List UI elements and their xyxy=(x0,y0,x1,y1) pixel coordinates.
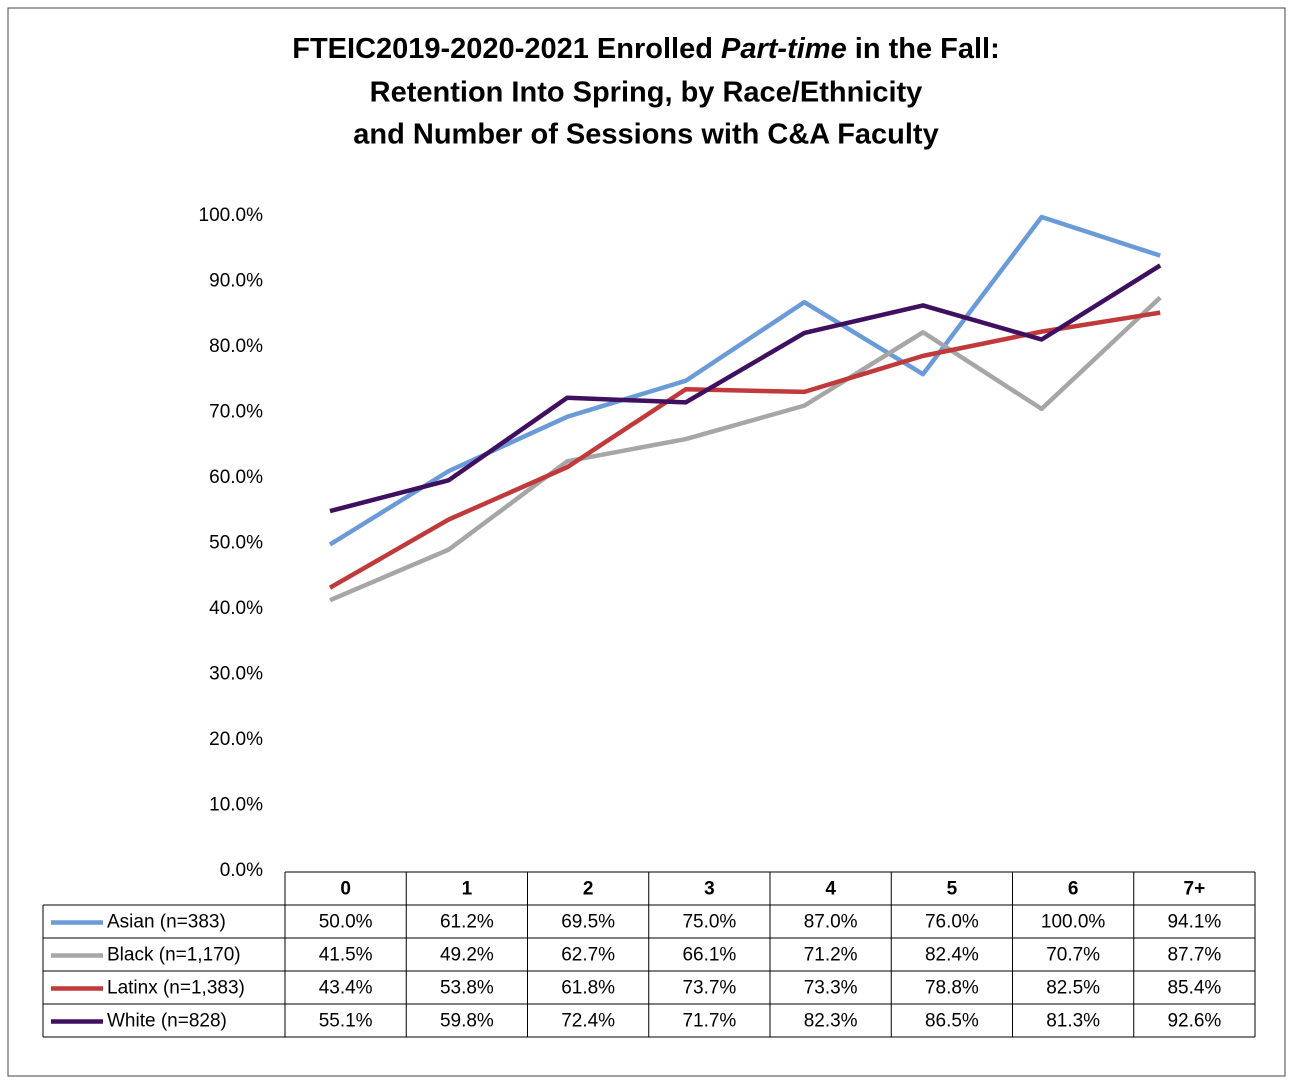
x-tick-label: 6 xyxy=(1068,879,1079,900)
data-label: 50.0% xyxy=(319,912,373,933)
data-label: 100.0% xyxy=(1041,912,1106,933)
data-label: 87.0% xyxy=(804,912,858,933)
legend-label: Asian (n=383) xyxy=(107,912,226,933)
y-tick-label: 100.0% xyxy=(199,205,264,226)
data-label: 49.2% xyxy=(440,945,494,966)
data-label: 72.4% xyxy=(561,1011,615,1032)
data-label: 61.8% xyxy=(561,978,615,999)
data-label: 66.1% xyxy=(682,945,736,966)
data-label: 53.8% xyxy=(440,978,494,999)
x-tick-label: 0 xyxy=(340,879,351,900)
data-label: 78.8% xyxy=(925,978,979,999)
data-label: 73.7% xyxy=(682,978,736,999)
data-label: 82.3% xyxy=(804,1011,858,1032)
x-tick-label: 5 xyxy=(947,879,958,900)
x-tick-label: 1 xyxy=(462,879,473,900)
data-label: 94.1% xyxy=(1167,912,1221,933)
y-tick-label: 20.0% xyxy=(209,729,263,750)
data-label: 62.7% xyxy=(561,945,615,966)
y-tick-label: 70.0% xyxy=(209,402,263,423)
data-label: 76.0% xyxy=(925,912,979,933)
data-label: 75.0% xyxy=(682,912,736,933)
data-label: 55.1% xyxy=(319,1011,373,1032)
data-label: 71.7% xyxy=(682,1011,736,1032)
data-label: 41.5% xyxy=(319,945,373,966)
y-tick-label: 60.0% xyxy=(209,467,263,488)
y-tick-label: 40.0% xyxy=(209,598,263,619)
x-tick-label: 2 xyxy=(583,879,594,900)
series-line xyxy=(329,263,1162,514)
data-label: 71.2% xyxy=(804,945,858,966)
chart-title: and Number of Sessions with C&A Faculty xyxy=(353,119,938,151)
title-part: in the Fall: xyxy=(855,33,1000,65)
legend-label: White (n=828) xyxy=(107,1011,227,1032)
legend-label: Latinx (n=1,383) xyxy=(107,978,245,999)
chart-border xyxy=(7,7,1286,1077)
data-label: 81.3% xyxy=(1046,1011,1100,1032)
y-tick-label: 90.0% xyxy=(209,271,263,292)
x-tick-label: 7+ xyxy=(1184,879,1206,900)
title-part: FTEIC2019-2020-2021 Enrolled xyxy=(292,33,713,65)
chart-title: FTEIC2019-2020-2021 Enrolled Part-time i… xyxy=(292,33,1000,65)
y-tick-label: 0.0% xyxy=(220,860,263,881)
chart-title: Retention Into Spring, by Race/Ethnicity xyxy=(370,77,923,109)
data-label: 69.5% xyxy=(561,912,615,933)
series-line xyxy=(328,214,1161,547)
data-label: 82.5% xyxy=(1046,978,1100,999)
x-tick-label: 3 xyxy=(704,879,715,900)
y-tick-label: 30.0% xyxy=(209,664,263,685)
data-label: 87.7% xyxy=(1167,945,1221,966)
title-emphasis: Part-time xyxy=(721,33,847,65)
y-tick-label: 10.0% xyxy=(209,795,263,816)
x-tick-label: 4 xyxy=(825,879,836,900)
legend-label: Black (n=1,170) xyxy=(107,945,241,966)
data-label: 82.4% xyxy=(925,945,979,966)
data-label: 85.4% xyxy=(1167,978,1221,999)
data-label: 43.4% xyxy=(319,978,373,999)
series-line xyxy=(329,295,1162,603)
data-label: 61.2% xyxy=(440,912,494,933)
data-label: 73.3% xyxy=(804,978,858,999)
data-label: 92.6% xyxy=(1167,1011,1221,1032)
data-label: 59.8% xyxy=(440,1011,494,1032)
y-tick-label: 80.0% xyxy=(209,336,263,357)
data-label: 86.5% xyxy=(925,1011,979,1032)
data-label: 70.7% xyxy=(1046,945,1100,966)
y-tick-label: 50.0% xyxy=(209,533,263,554)
